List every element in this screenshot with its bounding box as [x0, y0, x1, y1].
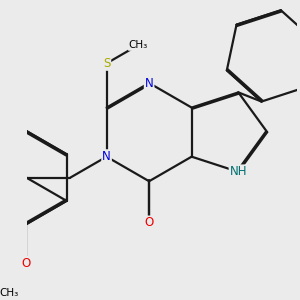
Text: O: O [22, 257, 31, 270]
Text: N: N [145, 76, 154, 89]
Text: O: O [145, 217, 154, 230]
Text: CH₃: CH₃ [129, 40, 148, 50]
Text: NH: NH [230, 165, 247, 178]
Text: S: S [103, 57, 110, 70]
Text: CH₃: CH₃ [0, 288, 19, 298]
Text: N: N [102, 150, 111, 163]
